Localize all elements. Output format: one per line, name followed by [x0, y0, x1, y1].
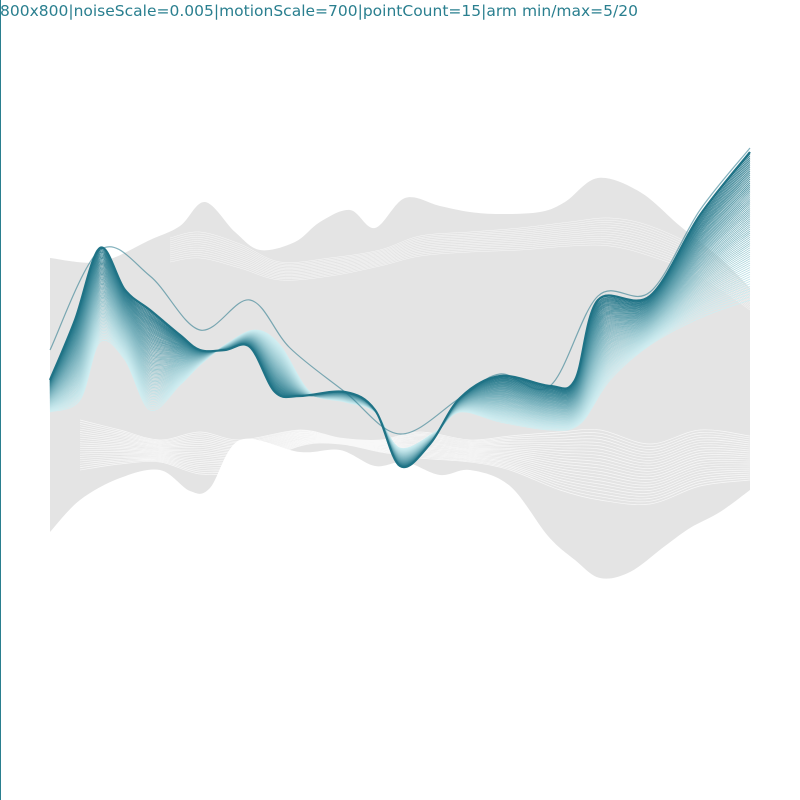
hatch-line — [79, 431, 751, 458]
hatch-line — [169, 224, 751, 296]
hatch-line — [169, 217, 751, 291]
hatch-line — [169, 242, 751, 309]
hatch-line — [79, 435, 751, 469]
hatch-line — [79, 424, 751, 450]
hatch-line — [79, 437, 751, 478]
hatch-line — [169, 238, 751, 306]
hatch-line — [169, 222, 751, 294]
canvas-left-edge — [0, 0, 1, 800]
hatch-line — [79, 421, 751, 448]
parameter-caption: 800x800|noiseScale=0.005|motionScale=700… — [0, 2, 638, 20]
hatch-line — [79, 433, 751, 461]
hatch-line — [79, 434, 751, 464]
ribbon-leading-edge — [48, 151, 751, 469]
shadow-envelope — [50, 177, 750, 579]
hatch-line — [169, 240, 751, 307]
hatch-line — [169, 231, 751, 301]
hatch-line — [79, 435, 751, 467]
hatch-line — [79, 426, 751, 453]
hatch-line — [79, 428, 751, 456]
hatch-line — [79, 438, 751, 480]
ribbon-accent-line — [49, 147, 751, 435]
hatch-line — [169, 226, 751, 297]
hatch-line — [79, 436, 751, 475]
hatch-line — [79, 419, 751, 445]
hatch-line — [169, 219, 751, 292]
hatch-line — [169, 229, 751, 299]
hatch-line — [169, 244, 751, 311]
ribbon-lines — [48, 147, 751, 469]
hatch-line — [79, 436, 751, 472]
hatch-line — [169, 235, 751, 304]
hatch-line — [169, 233, 751, 302]
